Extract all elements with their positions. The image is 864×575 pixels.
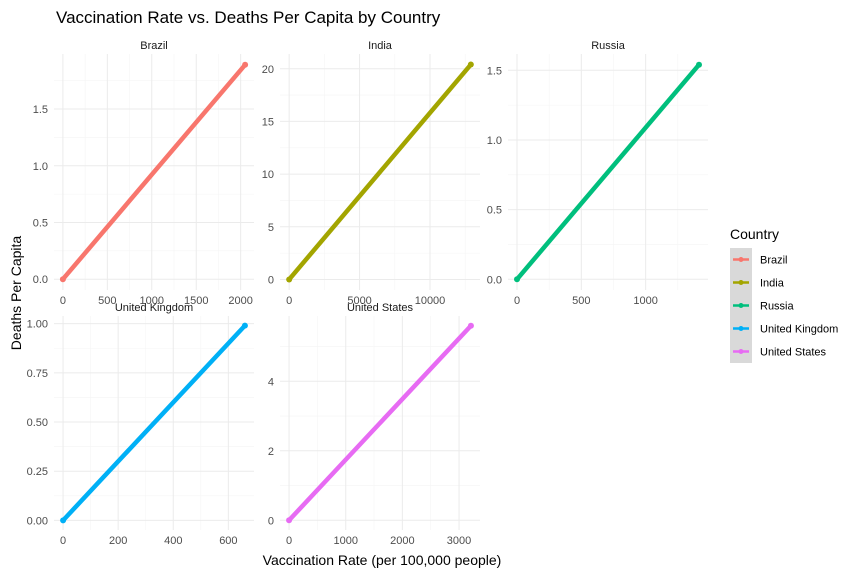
x-tick-label: 400 xyxy=(164,535,182,547)
x-tick-label: 3000 xyxy=(447,535,471,547)
x-tick-label: 1000 xyxy=(140,295,164,307)
facet-united-kingdom: United Kingdom 0 200 400 600 0.00 0.25 0.50 0.75… xyxy=(27,302,254,547)
legend-item-india: India xyxy=(733,278,785,290)
y-tick-label: 0.00 xyxy=(27,515,48,527)
y-tick-label: 5 xyxy=(268,222,274,234)
y-tick-label: 1.0 xyxy=(487,135,502,147)
legend-label: Brazil xyxy=(760,255,788,267)
y-tick-label: 4 xyxy=(268,376,274,388)
x-tick-label: 5000 xyxy=(347,295,371,307)
facet-title-united-states: United States xyxy=(347,302,414,314)
x-tick-label: 600 xyxy=(219,535,237,547)
y-tick-label: 0.25 xyxy=(27,466,48,478)
y-tick-label: 0.50 xyxy=(27,417,48,429)
x-tick-label: 0 xyxy=(286,295,292,307)
data-point-united-states xyxy=(467,322,474,329)
legend: Country Brazil India Russia United Kingdom U… xyxy=(730,226,838,363)
x-tick-label: 1500 xyxy=(184,295,208,307)
x-tick-label: 500 xyxy=(98,295,116,307)
y-tick-label: 0.75 xyxy=(27,368,48,380)
data-point-united-kingdom xyxy=(60,517,67,524)
x-tick-label: 10000 xyxy=(415,295,446,307)
x-tick-label: 200 xyxy=(109,535,127,547)
legend-label: India xyxy=(760,278,785,290)
series-line-india xyxy=(286,62,474,282)
y-tick-label: 1.5 xyxy=(33,104,48,116)
data-point-india xyxy=(286,276,293,283)
y-tick-label: 2 xyxy=(268,446,274,458)
y-tick-label: 0 xyxy=(268,274,274,286)
data-point-russia xyxy=(695,61,702,68)
x-tick-label: 2000 xyxy=(390,535,414,547)
facet-title-russia: Russia xyxy=(591,40,626,52)
data-point-india xyxy=(467,61,474,68)
facet-russia: Russia 0 500 1000 0.0 0.5 1.0 1.5 xyxy=(487,40,708,307)
x-axis-label: Vaccination Rate (per 100,000 people) xyxy=(263,552,502,568)
data-point-russia xyxy=(514,276,521,283)
legend-item-russia: Russia xyxy=(733,301,795,313)
x-tick-label: 0 xyxy=(514,295,520,307)
legend-key-point xyxy=(738,303,744,308)
data-point-brazil xyxy=(242,61,249,68)
series-line-united-kingdom xyxy=(60,323,248,523)
legend-title: Country xyxy=(730,226,779,242)
legend-label: United States xyxy=(760,347,827,359)
x-tick-label: 1000 xyxy=(633,295,657,307)
y-tick-label: 0.5 xyxy=(487,205,502,217)
legend-key-point xyxy=(738,257,744,262)
series-line-russia xyxy=(514,62,702,282)
data-point-united-kingdom xyxy=(241,322,248,329)
y-tick-label: 1.00 xyxy=(27,319,48,331)
data-point-united-states xyxy=(286,517,293,524)
chart-title: Vaccination Rate vs. Deaths Per Capita b… xyxy=(56,8,441,27)
facet-title-india: India xyxy=(368,40,393,52)
legend-item-brazil: Brazil xyxy=(733,255,788,267)
x-tick-label: 0 xyxy=(286,535,292,547)
y-tick-label: 1.0 xyxy=(33,161,48,173)
y-axis-label: Deaths Per Capita xyxy=(8,236,24,351)
data-point-brazil xyxy=(59,276,66,283)
x-tick-label: 500 xyxy=(572,295,590,307)
legend-key-point xyxy=(738,326,744,331)
y-tick-label: 15 xyxy=(262,116,274,128)
legend-item-united-states: United States xyxy=(733,347,827,359)
x-tick-label: 0 xyxy=(60,535,66,547)
legend-label: United Kingdom xyxy=(760,324,838,336)
facet-title-brazil: Brazil xyxy=(140,40,168,52)
y-tick-label: 1.5 xyxy=(487,65,502,77)
facet-united-states: United States 0 1000 2000 3000 0 2 4 xyxy=(268,302,480,547)
x-tick-label: 2000 xyxy=(228,295,252,307)
y-tick-label: 0 xyxy=(268,515,274,527)
facet-brazil: Brazil 0 500 1000 1500 2000 0.0 0.5 1.0 1.5 xyxy=(33,40,254,307)
x-tick-label: 0 xyxy=(60,295,66,307)
legend-key-point xyxy=(738,349,744,354)
y-tick-label: 20 xyxy=(262,64,274,76)
x-tick-label: 1000 xyxy=(333,535,357,547)
facet-india: India 0 5000 10000 0 5 10 15 20 xyxy=(262,40,480,307)
y-tick-label: 0.0 xyxy=(487,274,502,286)
series-line-united-states xyxy=(286,323,474,523)
y-tick-label: 0.0 xyxy=(33,274,48,286)
facet-title-united-kingdom: United Kingdom xyxy=(115,302,193,314)
series-line-brazil xyxy=(60,62,248,282)
y-tick-label: 10 xyxy=(262,169,274,181)
y-tick-label: 0.5 xyxy=(33,217,48,229)
legend-key-point xyxy=(738,280,744,285)
legend-label: Russia xyxy=(760,301,795,313)
legend-item-united-kingdom: United Kingdom xyxy=(733,324,838,336)
